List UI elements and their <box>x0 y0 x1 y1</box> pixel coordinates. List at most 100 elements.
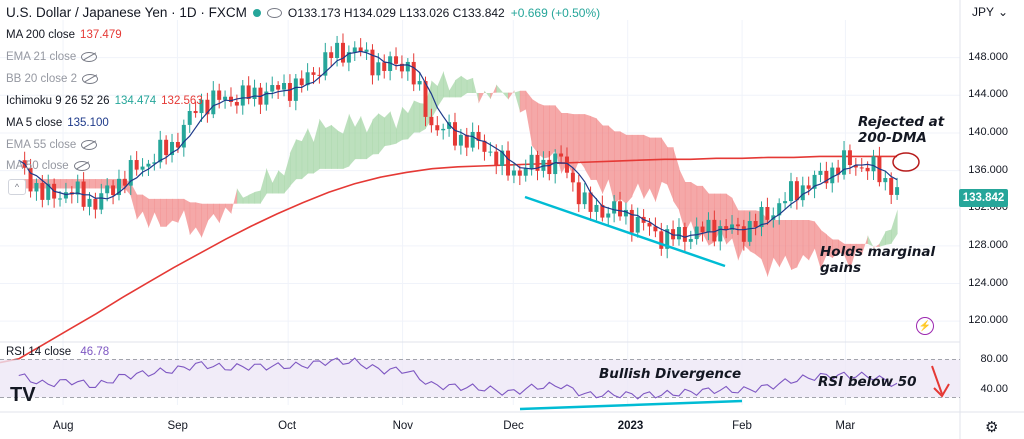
candle-body <box>329 52 334 58</box>
candle-body <box>629 209 634 233</box>
candle-body <box>506 150 511 176</box>
candle-body <box>494 151 499 166</box>
cloud-segment <box>572 114 580 176</box>
ohlc-values: O133.173 H134.029 L133.026 C133.842 <box>287 5 505 20</box>
cloud-segment <box>737 210 745 261</box>
cloud-segment <box>472 77 480 104</box>
indicator-ema55[interactable]: EMA 55 close <box>6 139 98 151</box>
cloud-segment <box>773 219 780 268</box>
cloud-segment <box>313 118 320 174</box>
ma5-path <box>18 50 898 238</box>
cloud-segment <box>289 139 297 187</box>
cloud-segment <box>348 113 356 167</box>
candle-body <box>777 203 782 216</box>
candle-body <box>482 140 487 152</box>
candle-body <box>570 172 575 183</box>
candle-body <box>28 167 33 192</box>
candle-body <box>122 178 127 186</box>
candle-body <box>612 201 617 214</box>
candle-body <box>871 156 876 172</box>
rsi-legend[interactable]: RSI 14 close 46.78 <box>6 346 109 358</box>
cloud-segment <box>160 198 167 227</box>
collapse-legend-button[interactable]: ^ <box>8 179 26 195</box>
cloud-segment <box>891 209 898 244</box>
cloud-segment <box>142 194 149 229</box>
candle-body <box>559 153 564 157</box>
indicator-ma200[interactable]: MA 200 close 137.479 <box>6 29 122 41</box>
price-change: +0.669 (+0.50%) <box>510 5 601 20</box>
candle-body <box>747 220 752 242</box>
cloud-segment <box>154 198 161 227</box>
candle-body <box>788 181 793 202</box>
indicator-ichimoku[interactable]: Ichimoku 9 26 52 26 134.474 132.563 <box>6 95 203 107</box>
indicator-ma5[interactable]: MA 5 close 135.100 <box>6 117 109 129</box>
candle-body <box>187 111 192 125</box>
candle-body <box>311 72 316 75</box>
cloud-segment <box>60 179 67 189</box>
cloud-segment <box>602 125 609 195</box>
indicator-ema21[interactable]: EMA 21 close <box>6 51 98 63</box>
currency-unit[interactable]: JPY ⌄ <box>972 5 1008 19</box>
cloud-segment <box>454 75 462 98</box>
candle-body <box>783 201 788 204</box>
cloud-segment <box>272 170 279 194</box>
cloud-segment <box>667 147 674 201</box>
candle-body <box>63 192 68 199</box>
cloud-segment <box>401 106 409 140</box>
indicator-value: 135.100 <box>67 117 109 129</box>
candle-body <box>488 151 493 153</box>
candle-body <box>240 85 245 106</box>
symbol-title[interactable]: U.S. Dollar / Japanese Yen · 1D · FXCM <box>6 5 247 20</box>
ma5-line <box>18 50 898 238</box>
cloud-segment <box>849 243 857 271</box>
candle-body <box>317 74 322 76</box>
candle-body <box>358 47 363 52</box>
gear-icon[interactable]: ⚙ <box>985 419 999 436</box>
candle-body <box>594 204 599 212</box>
candle-body <box>352 47 357 53</box>
candle-body <box>688 239 693 242</box>
candle-body <box>588 192 593 212</box>
candle-body <box>541 159 546 171</box>
annotation-holds: Holds marginal gains <box>820 244 936 276</box>
cloud-segment <box>360 115 368 160</box>
ichimoku-cloud <box>18 71 898 278</box>
cloud-segment <box>248 191 256 204</box>
cloud-segment <box>366 119 373 160</box>
indicator-bb20[interactable]: BB 20 close 2 <box>6 73 98 85</box>
candle-body <box>435 125 440 131</box>
cloud-segment <box>213 203 220 224</box>
lightning-icon[interactable]: ⚡ <box>916 317 934 335</box>
cloud-segment <box>779 219 786 268</box>
currency-unit-label: JPY <box>972 5 995 19</box>
cloud-segment <box>130 182 138 220</box>
eye-hidden-icon[interactable] <box>81 52 98 62</box>
cloud-segment <box>684 181 692 233</box>
cloud-segment <box>396 106 403 144</box>
market-status-icon <box>252 8 261 17</box>
candle-body <box>411 61 416 85</box>
cloud-segment <box>796 219 804 268</box>
candle-body <box>370 49 375 76</box>
candle-body <box>93 198 98 210</box>
eye-hidden-icon[interactable] <box>81 74 98 84</box>
cloud-segment <box>260 168 267 204</box>
eye-hidden-icon[interactable] <box>81 140 98 150</box>
candle-body <box>270 85 275 92</box>
candle-body <box>712 219 717 242</box>
cloud-segment <box>490 84 497 100</box>
rejection-circle <box>892 152 920 172</box>
candle-body <box>164 139 169 156</box>
candlesticks <box>22 33 900 259</box>
down-arrow-head-icon <box>933 383 950 398</box>
cloud-segment <box>484 90 491 100</box>
candle-body <box>40 183 45 200</box>
cloud-segment <box>649 137 656 203</box>
eye-hidden-icon[interactable] <box>73 161 90 171</box>
cloud-segment <box>867 235 875 249</box>
last-price-tag: 133.842 <box>959 189 1008 207</box>
eye-icon[interactable] <box>266 7 282 18</box>
candle-body <box>706 219 711 233</box>
indicator-ma50[interactable]: MA 50 close <box>6 160 90 172</box>
